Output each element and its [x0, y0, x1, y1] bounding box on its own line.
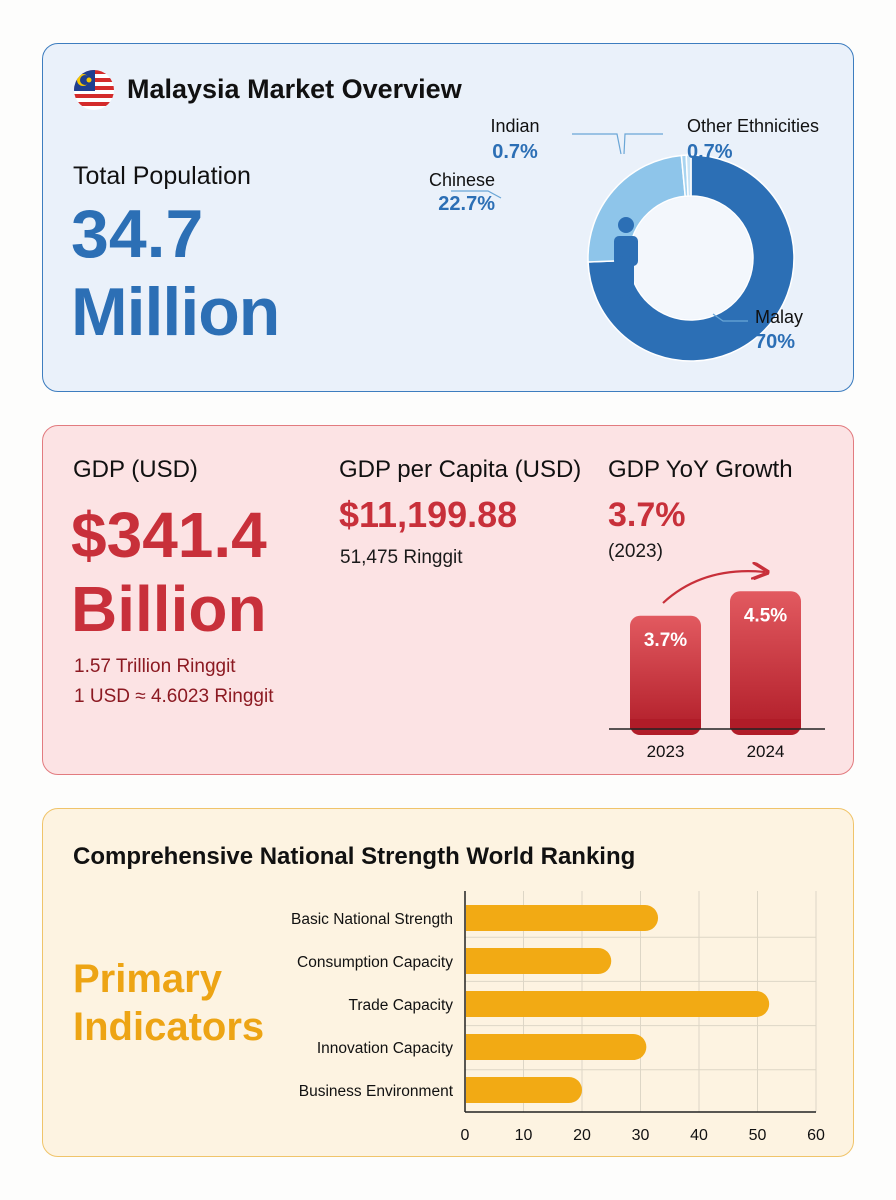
ranking-bar — [466, 1034, 647, 1060]
ranking-bar — [466, 905, 659, 931]
population-label: Total Population — [73, 162, 251, 190]
primary-label: Primary — [73, 957, 222, 1001]
exchange-rate: 1 USD ≈ 4.6023 Ringgit — [74, 686, 274, 707]
x-tick-label: 30 — [632, 1127, 650, 1144]
x-tick-label: 60 — [807, 1127, 825, 1144]
per-capita-ringgit: 51,475 Ringgit — [340, 547, 463, 568]
gdp-growth-bar-chart: 3.7% 2023 4.5% 2024 — [609, 426, 825, 761]
growth-year: (2023) — [608, 541, 663, 562]
growth-bar-label: 3.7% — [644, 630, 687, 651]
ranking-title: Comprehensive National Strength World Ra… — [73, 843, 636, 870]
donut-hole — [630, 197, 752, 319]
category-label: Innovation Capacity — [317, 1040, 453, 1057]
donut-slice-other-ethnicities — [685, 154, 692, 197]
growth-year-tick: 2023 — [647, 742, 685, 761]
label-malay: Malay — [755, 307, 803, 327]
population-value: 34.7 — [71, 196, 204, 272]
growth-value: 3.7% — [608, 496, 686, 534]
per-capita-value: $11,199.88 — [339, 494, 518, 535]
label-lines — [451, 133, 748, 322]
category-label: Business Environment — [299, 1083, 454, 1100]
x-tick-label: 40 — [690, 1127, 708, 1144]
value-other: 0.7% — [687, 141, 733, 163]
value-chinese: 22.7% — [438, 193, 495, 215]
x-tick-label: 20 — [573, 1127, 591, 1144]
growth-arrow-icon — [662, 571, 765, 604]
gdp-card: GDP (USD) $341.4 Billion 1.57 Trillion R… — [42, 425, 854, 775]
overview-card: Malaysia Market Overview Total Populatio… — [42, 43, 854, 392]
overview-title: Malaysia Market Overview — [127, 74, 462, 104]
x-tick-label: 50 — [749, 1127, 767, 1144]
ethnicity-donut-chart: Indian 0.7% Other Ethnicities 0.7% Chine… — [429, 116, 819, 362]
growth-bar-label: 4.5% — [744, 605, 787, 626]
person-icon — [614, 217, 638, 298]
gdp-label: GDP (USD) — [73, 456, 198, 483]
ranking-card: Comprehensive National Strength World Ra… — [42, 808, 854, 1157]
value-malay: 70% — [755, 331, 795, 353]
growth-bar-2023 — [630, 615, 701, 735]
category-label: Consumption Capacity — [297, 954, 453, 971]
label-indian: Indian — [490, 116, 539, 136]
gdp-value: $341.4 — [71, 499, 267, 571]
category-label: Basic National Strength — [291, 911, 453, 928]
x-tick-label: 10 — [515, 1127, 533, 1144]
growth-label: GDP YoY Growth — [608, 456, 793, 483]
x-tick-label: 0 — [461, 1127, 470, 1144]
category-label: Trade Capacity — [348, 997, 453, 1014]
per-capita-label: GDP per Capita (USD) — [339, 456, 582, 483]
malaysia-flag-icon — [74, 70, 114, 110]
donut-slice-malay — [587, 154, 795, 362]
value-indian: 0.7% — [492, 141, 538, 163]
growth-year-tick: 2024 — [747, 742, 785, 761]
indicators-label: Indicators — [73, 1005, 265, 1049]
ranking-bar — [466, 991, 770, 1017]
gdp-unit: Billion — [71, 573, 267, 645]
population-unit: Million — [71, 274, 280, 350]
ranking-bar — [466, 1077, 582, 1103]
label-chinese: Chinese — [429, 170, 495, 190]
gdp-ringgit: 1.57 Trillion Ringgit — [74, 656, 236, 677]
ranking-bar-chart: 0 10 20 30 40 50 60 Basic National Strength Cons… — [291, 891, 825, 1144]
label-other: Other Ethnicities — [687, 116, 819, 136]
ranking-bar — [466, 948, 612, 974]
growth-bar-2024 — [730, 591, 801, 735]
